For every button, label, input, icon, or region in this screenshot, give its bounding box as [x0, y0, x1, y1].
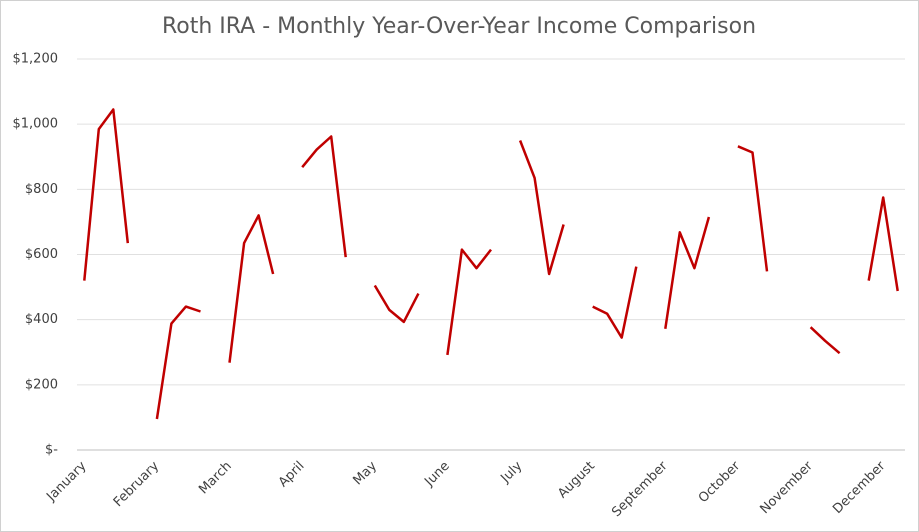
y-tick-label: $1,000 — [13, 117, 59, 132]
data-line — [83, 108, 899, 420]
y-tick-label: $- — [45, 443, 58, 458]
y-tick-label: $1,200 — [13, 52, 59, 67]
chart-title: Roth IRA - Monthly Year-Over-Year Income… — [162, 14, 756, 39]
y-tick-label: $800 — [25, 182, 58, 197]
y-tick-label: $600 — [25, 247, 58, 262]
y-tick-label: $400 — [25, 312, 58, 327]
y-tick-label: $200 — [25, 377, 58, 392]
